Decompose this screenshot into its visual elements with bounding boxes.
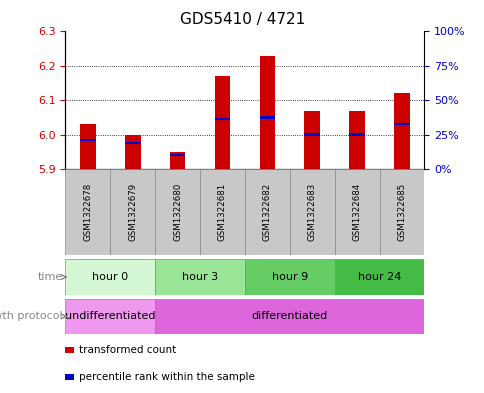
Text: undifferentiated: undifferentiated (65, 311, 155, 321)
Text: GSM1322685: GSM1322685 (396, 183, 406, 241)
Text: hour 9: hour 9 (271, 272, 307, 282)
Bar (214, 118, 230, 120)
Bar (259, 55, 274, 169)
Bar (200, 169, 244, 255)
Text: time: time (38, 272, 63, 282)
Bar (244, 169, 289, 255)
Text: GSM1322680: GSM1322680 (173, 183, 182, 241)
Text: hour 24: hour 24 (357, 272, 400, 282)
Bar (125, 142, 140, 144)
Bar (125, 135, 140, 169)
Bar (304, 133, 319, 136)
Bar (334, 259, 424, 295)
Bar (169, 152, 185, 169)
Bar (155, 259, 244, 295)
Bar (214, 76, 230, 169)
Bar (80, 124, 95, 169)
Bar (65, 259, 155, 295)
Bar (169, 154, 185, 156)
Bar (393, 123, 409, 125)
Bar (334, 169, 378, 255)
Bar (110, 169, 155, 255)
Bar (65, 299, 155, 334)
Bar (65, 169, 110, 255)
Bar (155, 299, 423, 334)
Bar (393, 94, 409, 169)
Text: GSM1322682: GSM1322682 (262, 183, 272, 241)
Text: GDS5410 / 4721: GDS5410 / 4721 (180, 12, 304, 27)
Bar (378, 169, 424, 255)
Bar (80, 139, 95, 141)
Text: GSM1322681: GSM1322681 (217, 183, 227, 241)
Text: transformed count: transformed count (79, 345, 176, 355)
Bar (289, 169, 334, 255)
Bar (155, 169, 200, 255)
Text: hour 0: hour 0 (92, 272, 128, 282)
Text: hour 3: hour 3 (182, 272, 218, 282)
Bar (244, 259, 334, 295)
Text: growth protocol: growth protocol (0, 311, 63, 321)
Bar (259, 116, 274, 119)
Bar (348, 110, 364, 169)
Text: GSM1322678: GSM1322678 (83, 183, 92, 241)
Text: percentile rank within the sample: percentile rank within the sample (79, 372, 255, 382)
Text: GSM1322683: GSM1322683 (307, 183, 316, 241)
Bar (348, 133, 364, 136)
Text: differentiated: differentiated (251, 311, 327, 321)
Text: GSM1322684: GSM1322684 (352, 183, 361, 241)
Text: GSM1322679: GSM1322679 (128, 183, 137, 241)
Bar (304, 110, 319, 169)
